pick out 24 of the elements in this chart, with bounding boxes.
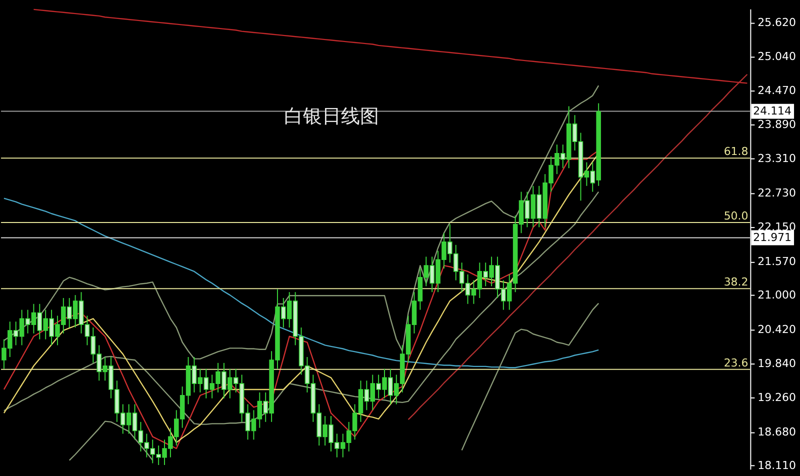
annotation: 38.2	[724, 276, 748, 289]
y-tick-label: 21.000	[758, 288, 796, 302]
line-series	[33, 8, 748, 84]
annotation: 50.0	[724, 209, 748, 222]
line-series	[408, 74, 748, 420]
y-tick-label: 20.420	[758, 322, 796, 336]
y-tick-label: 25.040	[758, 50, 796, 64]
annotation: 61.8	[724, 145, 748, 158]
y-tick-label: 21.570	[758, 254, 796, 268]
y-tick-label: 18.110	[758, 459, 796, 472]
ref-line-label: 21.971	[753, 230, 792, 244]
text: 白银日线图	[284, 105, 380, 128]
line-series	[3, 84, 600, 360]
annotation: 23.6	[724, 356, 748, 370]
ref-line-label: 24.114	[753, 104, 792, 118]
y-tick-label: 23.890	[758, 118, 796, 132]
y-tick-label: 19.260	[758, 391, 796, 404]
y-tick-label: 24.470	[758, 84, 796, 97]
y-tick-label: 25.620	[758, 16, 796, 29]
line-series	[3, 198, 600, 368]
y-tick-label: 23.310	[758, 152, 796, 166]
y-tick-label: 19.840	[758, 357, 796, 370]
y-tick-label: 22.730	[758, 186, 796, 200]
y-tick-label: 18.680	[758, 425, 796, 438]
